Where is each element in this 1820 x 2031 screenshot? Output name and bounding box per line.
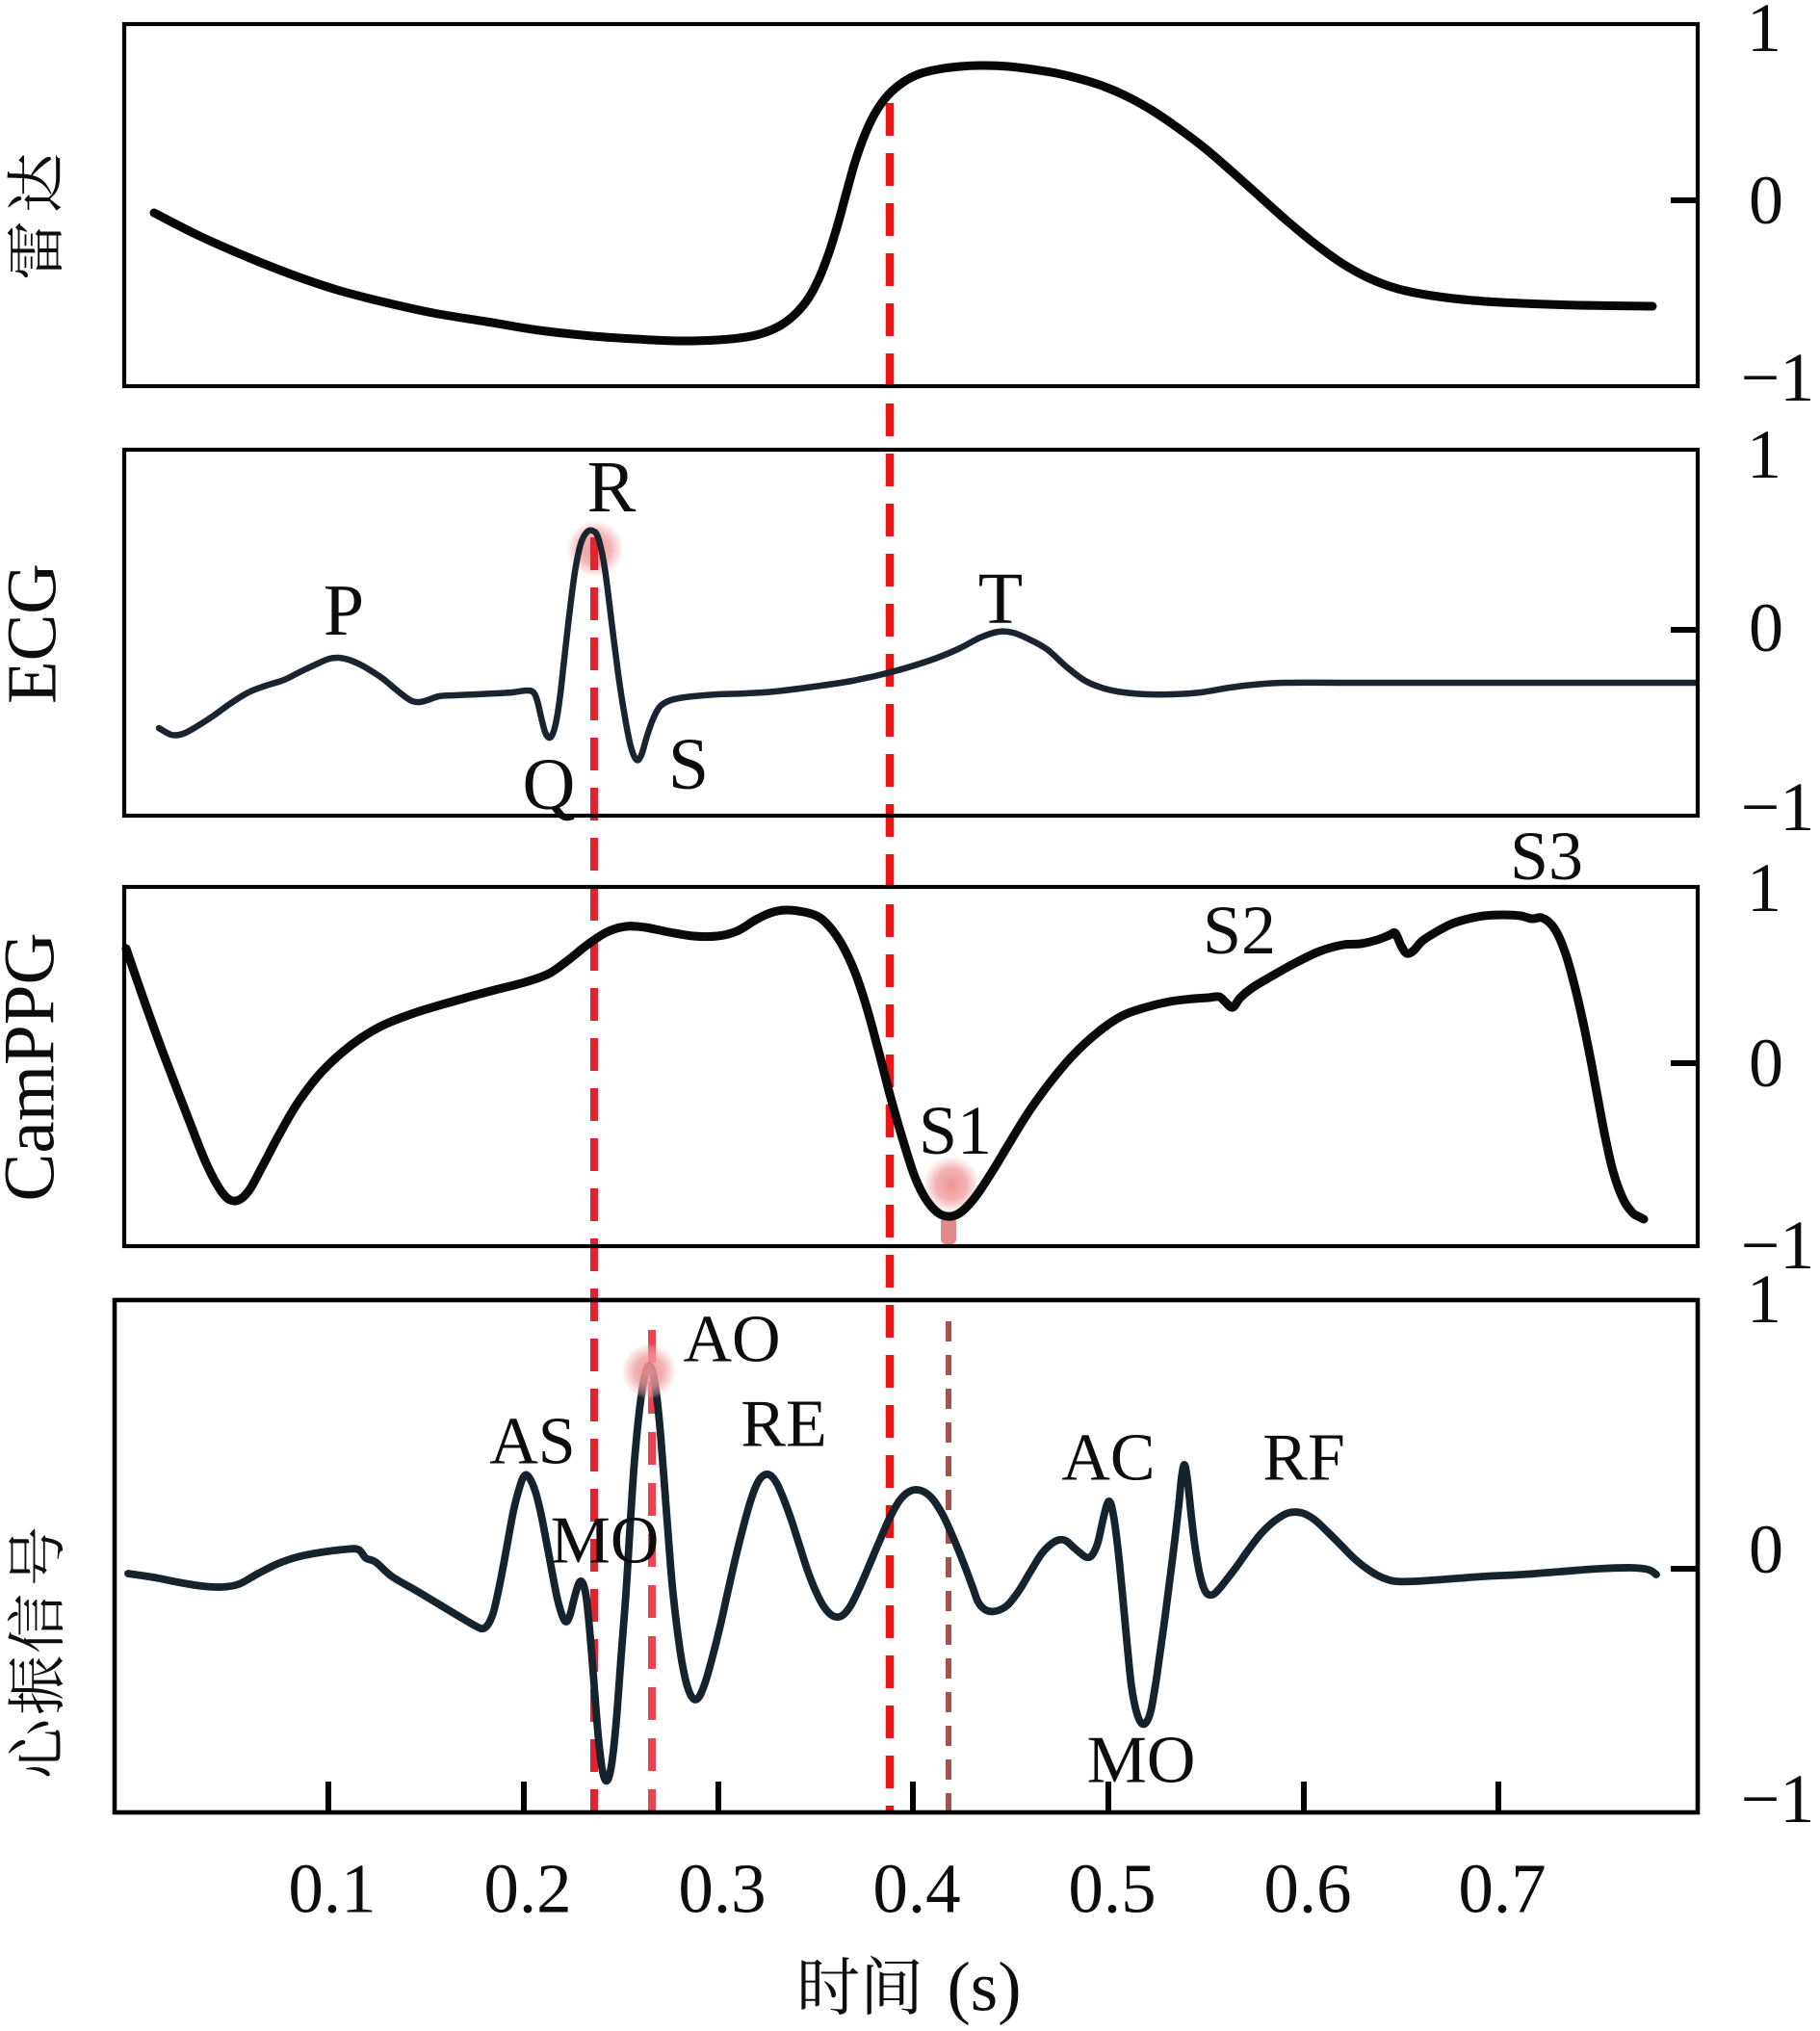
svg-text:S: S bbox=[668, 724, 709, 805]
svg-text:T: T bbox=[978, 559, 1023, 639]
svg-text:1: 1 bbox=[1747, 1261, 1781, 1338]
svg-text:RF: RF bbox=[1262, 1421, 1345, 1496]
svg-text:(s): (s) bbox=[947, 1948, 1021, 2026]
svg-text:S2: S2 bbox=[1203, 892, 1276, 969]
svg-text:−1: −1 bbox=[1741, 1207, 1815, 1284]
svg-text:0.7: 0.7 bbox=[1458, 1850, 1546, 1928]
svg-text:1: 1 bbox=[1747, 849, 1781, 926]
svg-text:AO: AO bbox=[683, 1303, 780, 1377]
svg-text:MO: MO bbox=[1087, 1724, 1196, 1798]
svg-text:−1: −1 bbox=[1741, 768, 1815, 846]
svg-text:CamPPG: CamPPG bbox=[0, 932, 70, 1201]
svg-text:0.1: 0.1 bbox=[288, 1850, 376, 1928]
svg-text:RE: RE bbox=[741, 1388, 826, 1462]
svg-text:−1: −1 bbox=[1741, 1760, 1815, 1837]
svg-text:1: 1 bbox=[1747, 0, 1781, 66]
svg-text:MO: MO bbox=[551, 1504, 660, 1578]
svg-text:AC: AC bbox=[1061, 1421, 1155, 1496]
svg-text:1: 1 bbox=[1747, 416, 1781, 493]
svg-text:0: 0 bbox=[1749, 589, 1783, 666]
svg-text:0: 0 bbox=[1749, 1511, 1783, 1588]
svg-text:S1: S1 bbox=[919, 1092, 992, 1169]
svg-text:0.5: 0.5 bbox=[1068, 1850, 1156, 1928]
svg-text:R: R bbox=[587, 447, 637, 528]
svg-text:AS: AS bbox=[489, 1405, 575, 1479]
svg-text:0.4: 0.4 bbox=[872, 1850, 960, 1928]
svg-text:ECG: ECG bbox=[0, 563, 71, 704]
svg-text:−1: −1 bbox=[1741, 339, 1815, 416]
svg-text:0.6: 0.6 bbox=[1263, 1850, 1351, 1928]
svg-text:0: 0 bbox=[1749, 1025, 1783, 1102]
svg-text:P: P bbox=[324, 570, 364, 651]
svg-text:0: 0 bbox=[1749, 162, 1783, 239]
svg-text:0.3: 0.3 bbox=[678, 1850, 766, 1928]
svg-text:Q: Q bbox=[523, 744, 576, 825]
svg-text:S3: S3 bbox=[1510, 818, 1583, 895]
svg-text:0.2: 0.2 bbox=[483, 1850, 571, 1928]
